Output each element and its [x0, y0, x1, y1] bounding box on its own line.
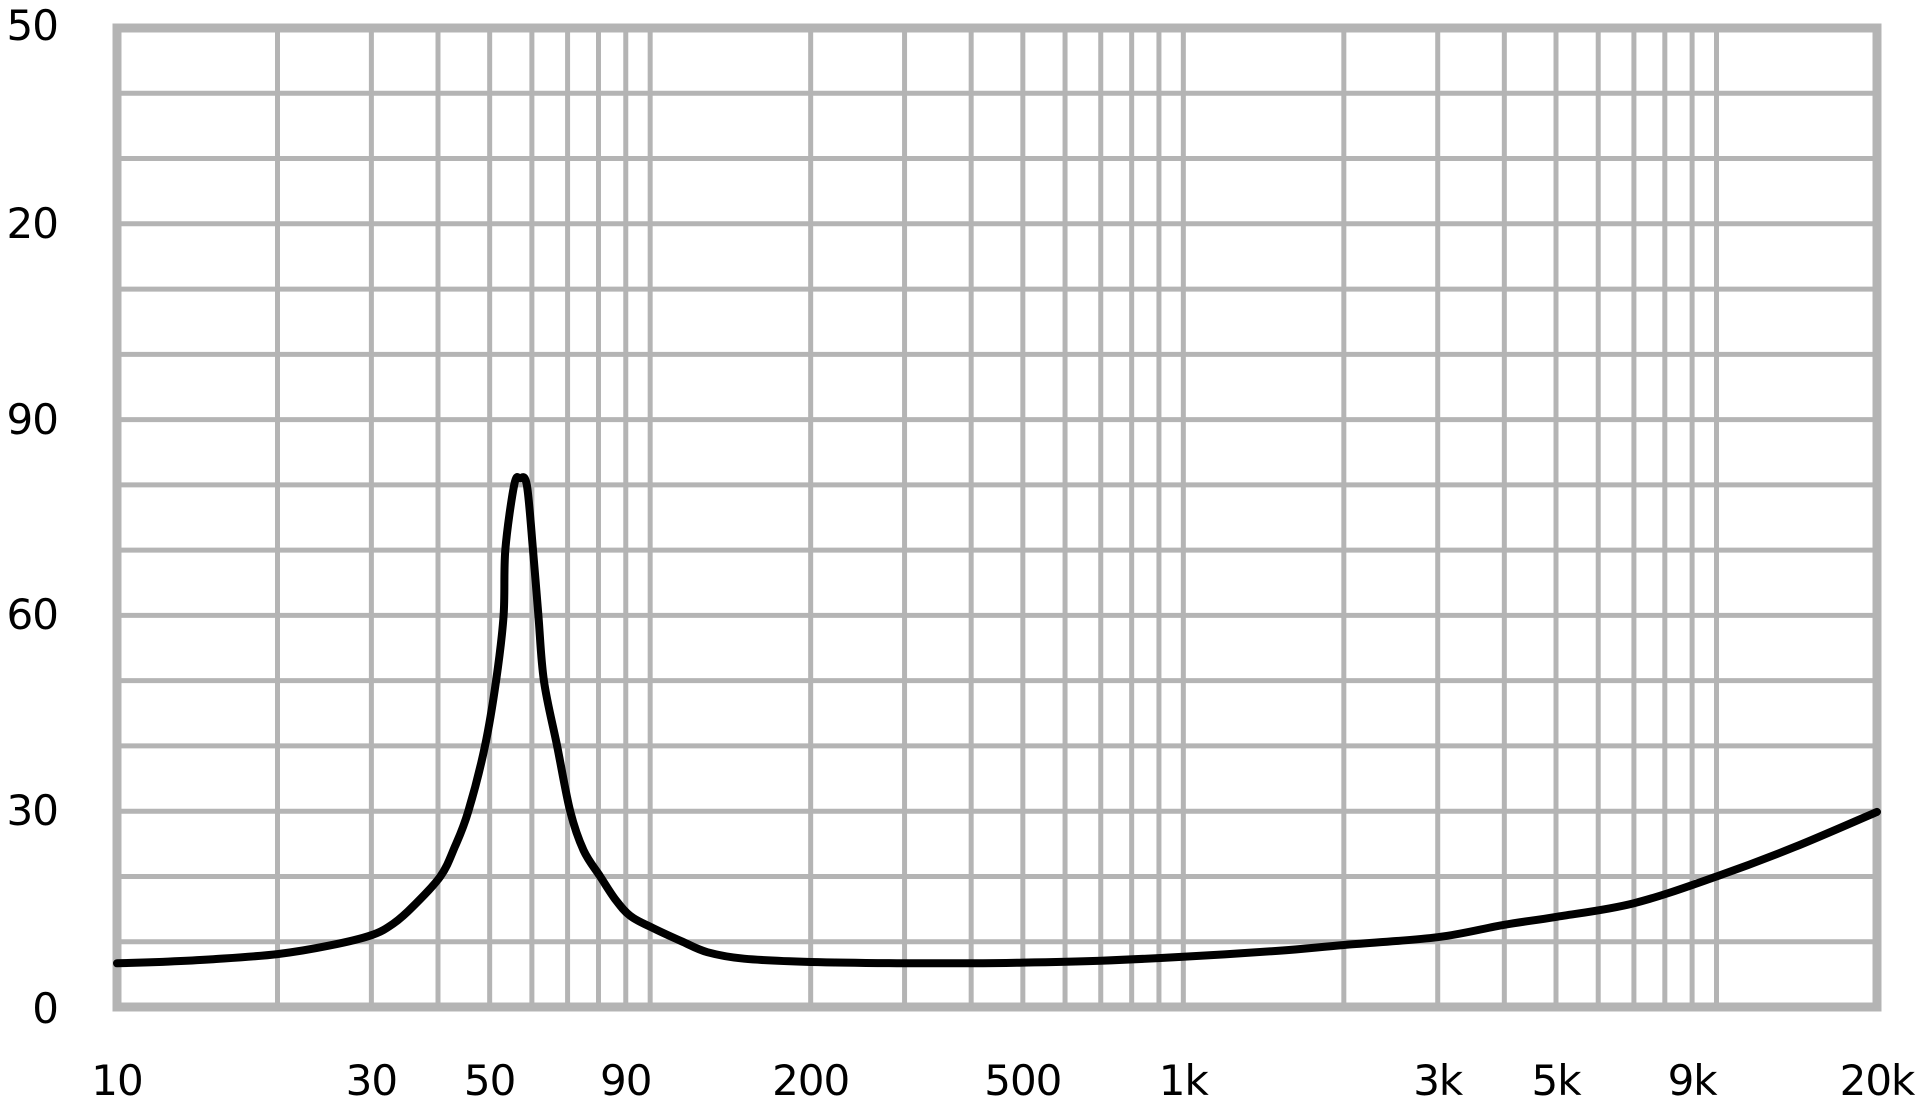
y-tick-label: 0	[32, 984, 59, 1033]
plot-frame	[112, 23, 1882, 1012]
impedance-curve	[113, 473, 1881, 968]
y-gridlines	[117, 90, 1877, 945]
x-gridlines	[274, 28, 1720, 1007]
x-tick-label: 9k	[1667, 1056, 1718, 1105]
x-tick-label: 5k	[1531, 1056, 1581, 1105]
x-tick-label: 500	[984, 1056, 1062, 1105]
x-tick-label: 10	[91, 1056, 143, 1105]
y-tick-label: 60	[6, 590, 59, 640]
x-tick-label: 50	[463, 1056, 516, 1105]
x-tick-label: 200	[772, 1056, 850, 1105]
y-tick-label: 30	[6, 786, 59, 836]
y-tick-label: 50	[6, 1, 59, 50]
x-tick-label: 30	[345, 1056, 398, 1105]
x-tick-label: 1k	[1158, 1056, 1209, 1105]
x-tick-label: 90	[600, 1056, 652, 1105]
y-tick-label: 20	[6, 198, 59, 248]
y-tick-label: 90	[6, 394, 59, 444]
x-tick-label: 3k	[1413, 1056, 1463, 1105]
x-tick-label: 20k	[1839, 1056, 1916, 1105]
